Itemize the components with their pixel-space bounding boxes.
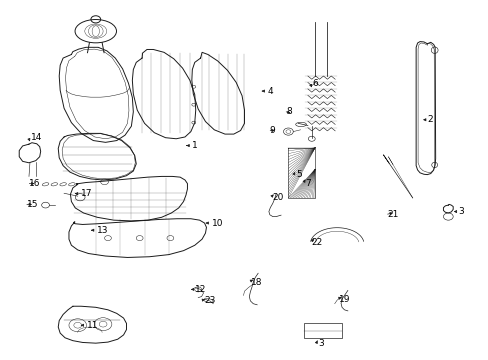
Text: 3: 3: [457, 207, 463, 216]
Text: 8: 8: [285, 107, 291, 116]
Text: 21: 21: [386, 210, 398, 219]
Text: 14: 14: [31, 133, 42, 142]
Text: 5: 5: [296, 170, 301, 179]
Text: 18: 18: [250, 278, 262, 287]
Text: 9: 9: [269, 126, 275, 135]
Text: 2: 2: [427, 115, 432, 124]
Text: 1: 1: [191, 141, 197, 150]
Bar: [304, 323, 341, 338]
Text: 16: 16: [29, 179, 41, 188]
Text: 6: 6: [312, 80, 318, 89]
Text: 20: 20: [272, 193, 284, 202]
Text: 19: 19: [338, 294, 349, 303]
Text: 4: 4: [267, 86, 273, 95]
Text: 12: 12: [194, 285, 206, 294]
Text: 15: 15: [26, 200, 38, 209]
Text: 23: 23: [204, 296, 215, 305]
Text: 11: 11: [87, 321, 98, 330]
Text: 10: 10: [211, 219, 223, 228]
Text: 17: 17: [81, 189, 92, 198]
Text: 3: 3: [318, 339, 324, 348]
Text: 7: 7: [305, 179, 310, 188]
Text: 22: 22: [311, 238, 323, 247]
Text: 13: 13: [97, 226, 108, 235]
